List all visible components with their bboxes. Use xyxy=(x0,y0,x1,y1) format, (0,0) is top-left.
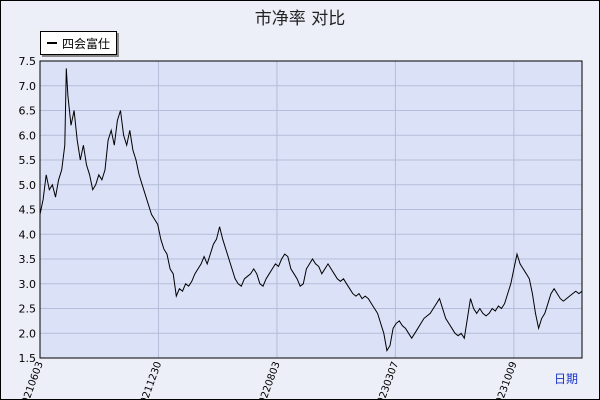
x-tick-label: 20211230 xyxy=(137,360,165,400)
y-tick-label: 3.0 xyxy=(19,278,37,291)
y-tick-label: 6.0 xyxy=(19,129,37,142)
legend-label: 四会富仕 xyxy=(62,36,111,51)
x-tick-label: 20210603 xyxy=(18,360,46,400)
series-line xyxy=(39,68,583,352)
legend-swatch xyxy=(47,42,57,44)
chart-title: 市净率 对比 xyxy=(254,9,346,29)
y-tick-label: 3.5 xyxy=(19,253,37,266)
y-tick-label: 6.5 xyxy=(19,105,37,118)
y-tick-label: 7.5 xyxy=(19,55,37,68)
y-tick-label: 1.5 xyxy=(19,352,37,365)
plot-border xyxy=(39,60,583,359)
x-tick-label: 20230307 xyxy=(373,360,401,400)
y-tick-label: 2.0 xyxy=(19,327,37,340)
y-tick-label: 5.5 xyxy=(19,154,37,167)
x-tick-label: 20220803 xyxy=(255,360,283,400)
x-tick-label: 20231009 xyxy=(492,360,520,400)
y-tick-label: 5.0 xyxy=(19,179,37,192)
x-axis-label: 日期 xyxy=(554,372,578,386)
y-tick-label: 4.0 xyxy=(19,228,37,241)
y-tick-label: 7.0 xyxy=(19,80,37,93)
y-tick-label: 2.5 xyxy=(19,303,37,316)
chart-legend: 四会富仕 xyxy=(40,31,118,55)
y-tick-label: 4.5 xyxy=(19,204,37,217)
